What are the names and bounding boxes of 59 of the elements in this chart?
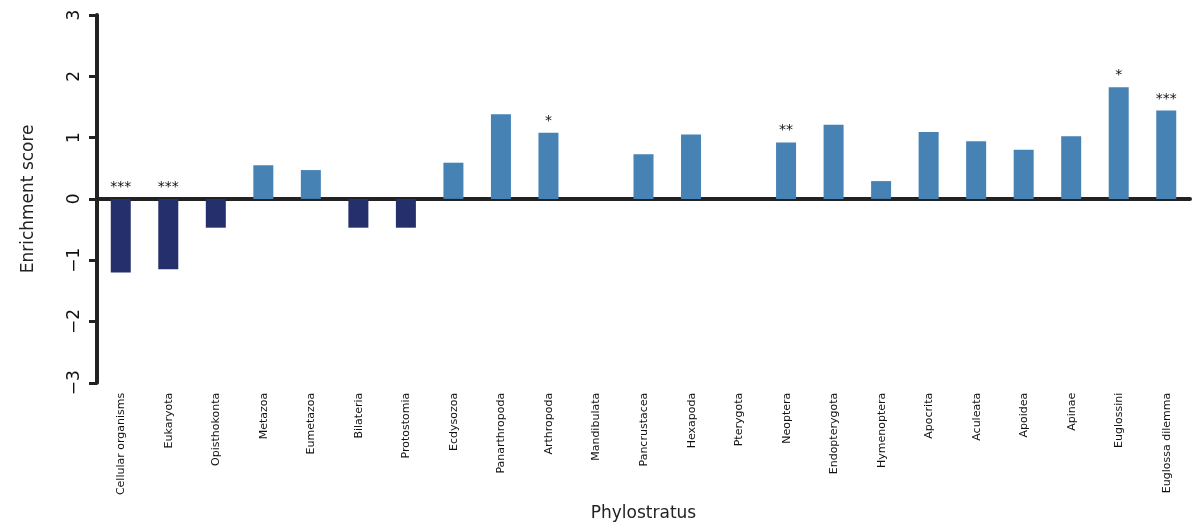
x-tick-label: Euglossini bbox=[1112, 392, 1126, 449]
x-tick-label: Pterygota bbox=[732, 392, 746, 447]
bar bbox=[348, 198, 369, 228]
x-tick-label: Apoidea bbox=[1017, 392, 1031, 438]
y-axis-title: Enrichment score bbox=[16, 124, 37, 274]
x-tick-label: Protostomia bbox=[399, 392, 413, 459]
x-tick-label: Arthropoda bbox=[541, 392, 555, 455]
bar bbox=[300, 170, 321, 199]
x-tick-label: Panarthropoda bbox=[494, 392, 508, 474]
bar bbox=[871, 181, 892, 199]
y-tick-label: 1 bbox=[62, 132, 83, 143]
x-tick-label: Endopterygota bbox=[827, 392, 841, 475]
y-tick-label: 2 bbox=[62, 70, 83, 82]
x-tick-label: Apinae bbox=[1064, 392, 1078, 431]
y-tick-label: −3 bbox=[62, 370, 83, 396]
y-tick-label: 0 bbox=[62, 193, 83, 205]
bar bbox=[918, 132, 939, 199]
x-tick-label: Apocrita bbox=[922, 392, 936, 439]
bar bbox=[633, 154, 654, 199]
data-label: ** bbox=[779, 121, 794, 138]
x-tick-label: Hexapoda bbox=[684, 392, 698, 449]
bar bbox=[490, 114, 511, 199]
bar bbox=[110, 198, 131, 273]
x-tick-label: Ecdysozoa bbox=[446, 392, 460, 451]
bar bbox=[538, 132, 559, 199]
x-tick-label: Eumetazoa bbox=[304, 392, 318, 455]
bar bbox=[1013, 149, 1034, 199]
bar bbox=[1061, 136, 1082, 199]
x-tick-label: Eukaryota bbox=[161, 392, 175, 449]
y-tick-label: −1 bbox=[62, 247, 83, 273]
x-tick-label: Aculeata bbox=[969, 392, 983, 441]
bar bbox=[776, 142, 797, 199]
bar bbox=[205, 198, 226, 228]
bar bbox=[681, 134, 702, 199]
x-tick-label: Cellular organisms bbox=[114, 392, 128, 496]
x-tick-label: Mandibulata bbox=[589, 392, 603, 461]
x-tick-label: Hymenoptera bbox=[874, 392, 888, 469]
bar bbox=[823, 124, 844, 199]
x-tick-label: Bilateria bbox=[351, 392, 365, 439]
bar bbox=[253, 165, 274, 199]
x-tick-label: Opisthokonta bbox=[209, 392, 223, 466]
bar bbox=[1108, 87, 1129, 199]
bar bbox=[395, 198, 416, 228]
data-label: * bbox=[1115, 66, 1123, 83]
data-label: *** bbox=[1155, 89, 1177, 106]
y-tick-label: −2 bbox=[62, 308, 83, 334]
bar bbox=[443, 162, 464, 199]
data-label: *** bbox=[157, 177, 179, 194]
x-axis-title: Phylostratus bbox=[590, 501, 697, 522]
x-tick-label: Metazoa bbox=[256, 392, 270, 440]
x-tick-label: Neoptera bbox=[779, 392, 793, 444]
data-label: *** bbox=[110, 177, 132, 194]
bar bbox=[158, 198, 179, 270]
data-label: * bbox=[544, 111, 552, 128]
x-tick-label: Euglossa dilemma bbox=[1159, 392, 1173, 494]
bar bbox=[1156, 110, 1177, 199]
x-tick-label: Pancrustacea bbox=[637, 392, 650, 467]
y-tick-label: 3 bbox=[62, 9, 83, 21]
bar bbox=[966, 141, 987, 199]
